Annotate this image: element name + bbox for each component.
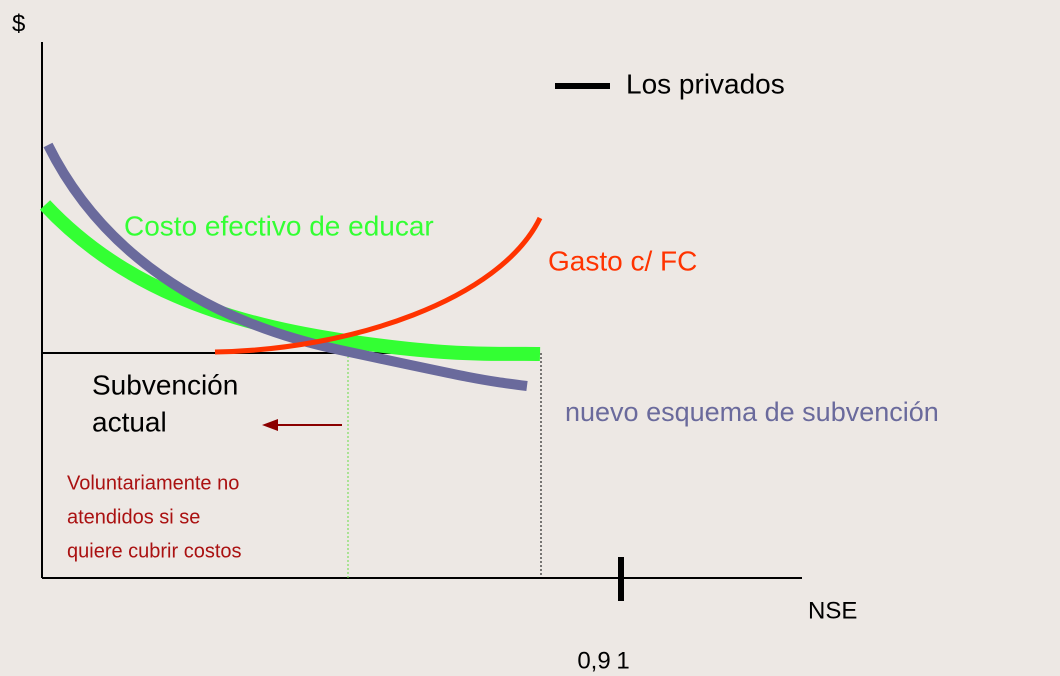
y-axis-label: $ <box>12 10 25 37</box>
legend-label: Los privados <box>626 68 785 99</box>
subsidy-label: Subvención <box>92 369 238 400</box>
x-tick-label: 1 <box>616 647 629 674</box>
new-scheme-curve <box>43 142 528 391</box>
note-line: atendidos si se <box>67 506 200 528</box>
note-line: quiere cubrir costos <box>67 540 242 562</box>
new-scheme-label: nuevo esquema de subvención <box>565 397 939 427</box>
spending-curve <box>214 216 543 355</box>
x-tick-label: 0,9 <box>577 647 610 674</box>
x-axis-label: NSE <box>808 597 857 624</box>
cost-curve <box>39 200 541 361</box>
arrow-head <box>262 419 278 431</box>
note-line: Voluntariamente no <box>67 472 239 494</box>
cost-label: Costo efectivo de educar <box>124 210 434 241</box>
spending-label: Gasto c/ FC <box>548 245 697 276</box>
subsidy-label: actual <box>92 406 167 437</box>
